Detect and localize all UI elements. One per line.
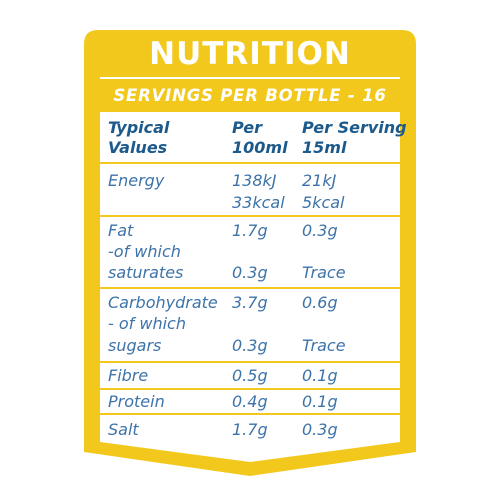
label-subtitle: SERVINGS PER BOTTLE - 16 xyxy=(113,86,387,105)
carbohydrate-per100: 3.7g xyxy=(232,293,268,312)
fibre-label: Fibre xyxy=(108,366,149,385)
header-per-serving: Per Serving xyxy=(302,118,407,137)
carbohydrate-serving: 0.6g xyxy=(302,293,338,312)
title-divider xyxy=(100,77,400,79)
header-15ml: 15ml xyxy=(302,138,347,157)
sugars-per100: 0.3g xyxy=(232,336,268,355)
row-divider xyxy=(100,413,400,415)
saturates-label: saturates xyxy=(108,263,184,282)
energy-label: Energy xyxy=(108,171,165,190)
fat-serving: 0.3g xyxy=(302,221,338,240)
energy-serving-kcal: 5kcal xyxy=(302,193,345,212)
row-divider xyxy=(100,388,400,390)
fibre-per100: 0.5g xyxy=(232,366,268,385)
header-100ml: 100ml xyxy=(232,138,288,157)
protein-per100: 0.4g xyxy=(232,392,268,411)
fat-label: Fat xyxy=(108,221,134,240)
energy-per100-kcal: 33kcal xyxy=(232,193,285,212)
energy-serving-kj: 21kJ xyxy=(302,171,337,190)
saturates-serving: Trace xyxy=(302,263,346,282)
label-title: NUTRITION xyxy=(149,36,351,72)
header-values: Values xyxy=(108,138,168,157)
row-divider xyxy=(100,215,400,217)
sugars-serving: Trace xyxy=(302,336,346,355)
fibre-serving: 0.1g xyxy=(302,366,338,385)
protein-serving: 0.1g xyxy=(302,392,338,411)
energy-per100-kj: 138kJ xyxy=(232,171,277,190)
salt-label: Salt xyxy=(108,420,139,439)
salt-per100: 1.7g xyxy=(232,420,268,439)
sugars-label: sugars xyxy=(108,336,162,355)
row-divider xyxy=(100,162,400,164)
row-divider xyxy=(100,287,400,289)
row-divider xyxy=(100,361,400,363)
saturates-per100: 0.3g xyxy=(232,263,268,282)
protein-label: Protein xyxy=(108,392,165,411)
carbohydrate-sub-label-line1: - of which xyxy=(108,314,186,333)
fat-per100: 1.7g xyxy=(232,221,268,240)
header-per: Per xyxy=(232,118,263,137)
fat-sub-label-line1: -of which xyxy=(108,242,181,261)
header-typical: Typical xyxy=(108,118,170,137)
salt-serving: 0.3g xyxy=(302,420,338,439)
carbohydrate-label: Carbohydrate xyxy=(108,293,218,312)
